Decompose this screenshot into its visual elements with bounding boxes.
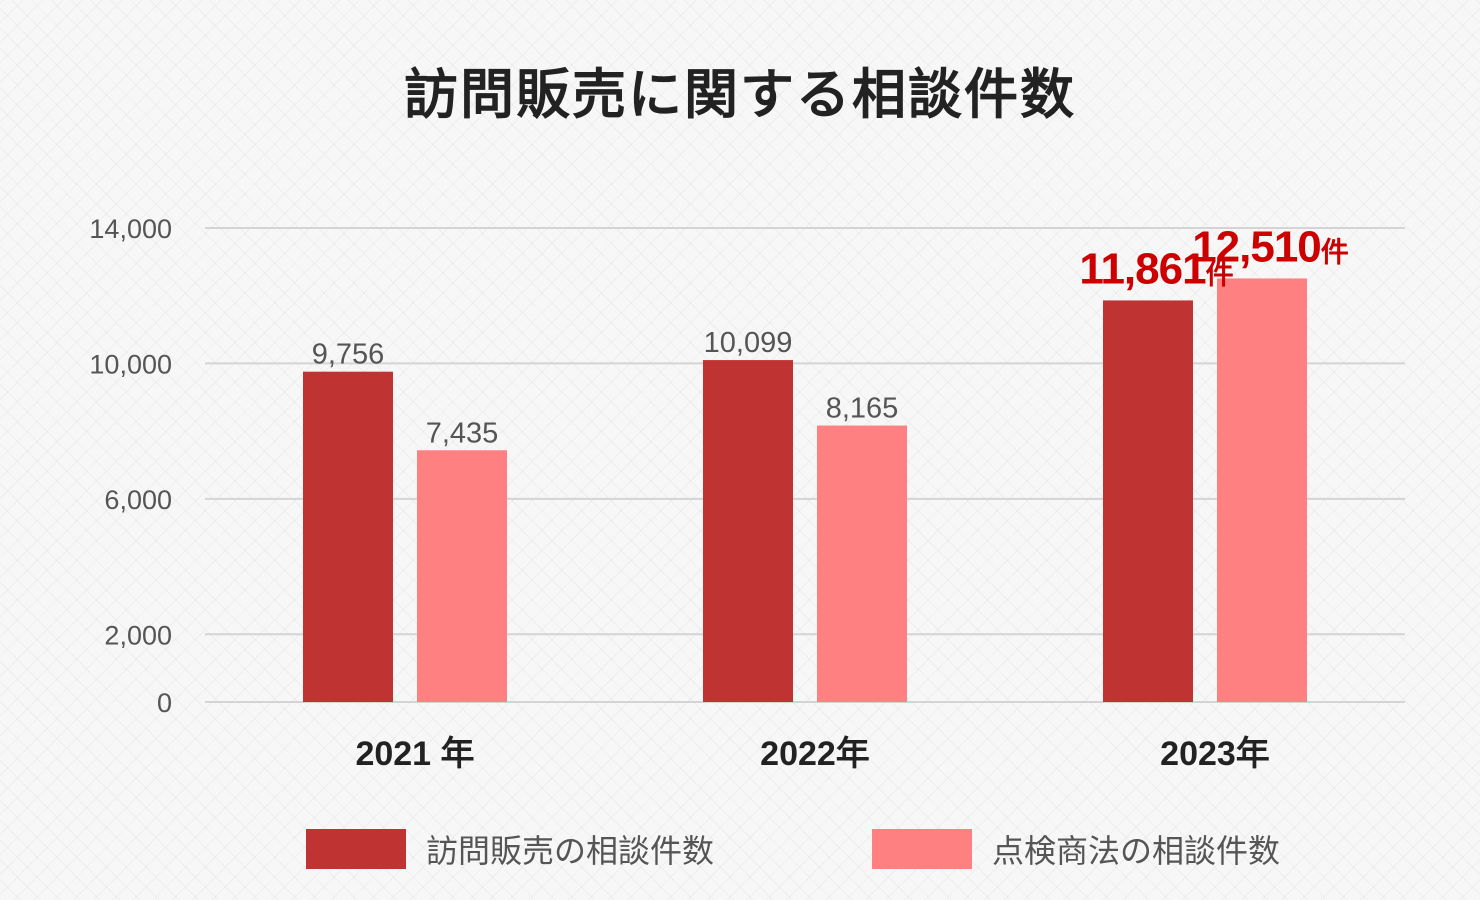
legend-swatch-visit-sales <box>306 829 406 869</box>
data-label-value: 11,861 <box>1079 244 1206 293</box>
data-label: 9,756 <box>312 339 385 371</box>
data-label: 10,099 <box>704 327 793 359</box>
bar <box>417 450 507 702</box>
data-label: 7,435 <box>426 417 499 449</box>
bars <box>303 278 1307 702</box>
x-axis-categories: 2021 年 2022年 2023年 <box>355 735 1269 773</box>
gridlines <box>205 227 1405 703</box>
data-label: 8,165 <box>826 393 899 425</box>
bar <box>703 360 793 702</box>
y-tick-label: 2,000 <box>104 620 172 650</box>
data-label-highlight: 11,861件 <box>1079 244 1233 293</box>
chart-title: 訪問販売に関する相談件数 <box>404 63 1076 126</box>
legend-label-inspection-sales: 点検商法の相談件数 <box>992 832 1281 870</box>
legend-item-inspection-sales: 点検商法の相談件数 <box>872 826 1280 872</box>
y-tick-label: 10,000 <box>89 349 172 379</box>
legend-item-visit-sales: 訪問販売の相談件数 <box>306 826 714 872</box>
x-category-label: 2021 年 <box>355 735 474 773</box>
y-axis-ticks: 0 2,000 6,000 10,000 14,000 <box>89 214 172 718</box>
legend-label-visit-sales: 訪問販売の相談件数 <box>426 832 715 870</box>
x-category-label: 2023年 <box>1160 735 1270 773</box>
data-label-unit: 件 <box>1321 235 1349 268</box>
legend-swatch-inspection-sales <box>872 829 972 869</box>
y-tick-label: 14,000 <box>89 214 172 244</box>
data-label-value: 12,510 <box>1192 222 1321 271</box>
data-label-unit: 件 <box>1206 257 1234 290</box>
x-category-label: 2022年 <box>760 735 870 773</box>
bar <box>1217 278 1307 702</box>
y-tick-label: 6,000 <box>104 485 172 515</box>
bar <box>817 425 907 702</box>
data-label-highlight: 12,510件 <box>1192 222 1349 271</box>
bar <box>1103 300 1193 702</box>
bar <box>303 371 393 702</box>
y-tick-label: 0 <box>157 688 172 718</box>
